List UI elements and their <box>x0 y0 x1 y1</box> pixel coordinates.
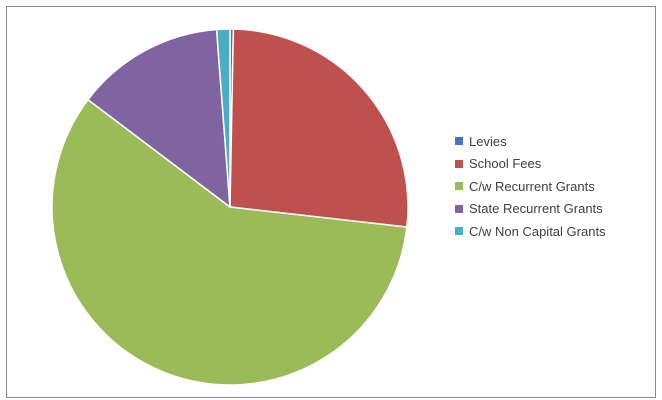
legend-item-school-fees: School Fees <box>455 153 606 176</box>
legend-swatch-cw-recurrent-grants <box>455 182 463 191</box>
legend-swatch-school-fees <box>455 159 463 168</box>
legend-item-state-recurrent-grants: State Recurrent Grants <box>455 198 606 221</box>
legend-swatch-state-recurrent-grants <box>455 204 463 213</box>
legend-swatch-cw-non-capital-grants <box>455 227 463 236</box>
legend-item-cw-recurrent-grants: C/w Recurrent Grants <box>455 175 606 198</box>
pie-slice-c-w-recurrent-grants <box>51 98 408 386</box>
legend-label-levies: Levies <box>469 133 507 149</box>
pie-slice-school-fees <box>229 28 409 228</box>
legend-label-state-recurrent-grants: State Recurrent Grants <box>469 201 603 217</box>
legend-label-cw-non-capital-grants: C/w Non Capital Grants <box>469 223 606 239</box>
legend-item-levies: Levies <box>455 130 606 153</box>
pie-slices <box>51 28 409 386</box>
legend-swatch-levies <box>455 137 463 146</box>
legend-label-school-fees: School Fees <box>469 156 542 172</box>
legend-item-cw-non-capital-grants: C/w Non Capital Grants <box>455 220 606 243</box>
pie-slice-c-w-non-capital-grants <box>215 28 231 208</box>
legend: Levies School Fees C/w Recurrent Grants … <box>455 130 606 243</box>
legend-label-cw-recurrent-grants: C/w Recurrent Grants <box>469 178 595 194</box>
pie-slice-state-recurrent-grants <box>86 28 231 209</box>
